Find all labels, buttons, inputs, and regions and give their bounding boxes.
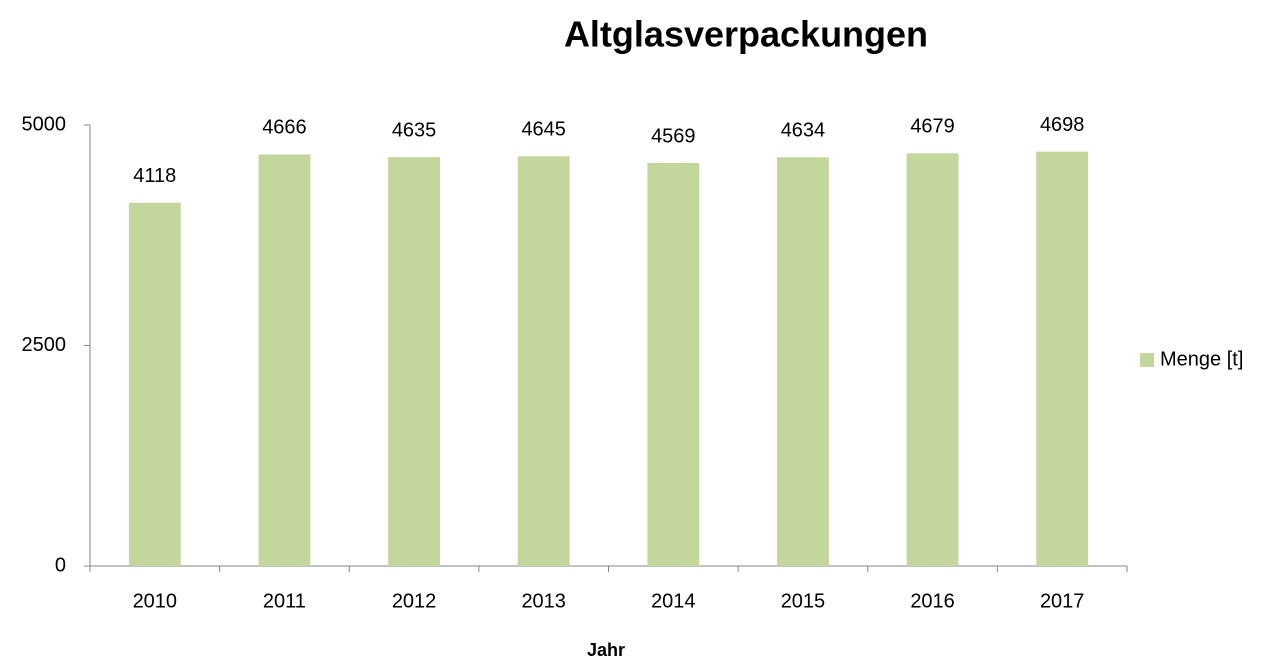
x-axis-title: Jahr <box>587 640 625 658</box>
bar <box>388 157 440 566</box>
data-label: 4666 <box>262 117 307 139</box>
bar <box>517 156 570 566</box>
y-tick-label: 5000 <box>22 113 67 135</box>
x-tick-label: 2015 <box>781 590 826 612</box>
x-tick-label: 2014 <box>651 590 696 612</box>
legend-label: Menge [t] <box>1160 348 1243 370</box>
data-label: 4645 <box>521 119 566 141</box>
bar <box>647 163 700 566</box>
bar <box>258 154 311 566</box>
x-tick-label: 2012 <box>392 590 437 612</box>
x-tick-label: 2013 <box>521 590 566 612</box>
x-tick-label: 2010 <box>133 590 178 612</box>
bar <box>777 157 829 567</box>
chart-title: Altglasverpackungen <box>564 14 928 55</box>
data-label: 4679 <box>910 116 955 138</box>
bar <box>1036 151 1089 566</box>
data-label: 4634 <box>781 120 826 142</box>
legend-swatch <box>1140 353 1154 367</box>
data-label: 4698 <box>1040 114 1085 136</box>
x-tick-label: 2017 <box>1040 590 1085 612</box>
data-label: 4635 <box>392 119 437 141</box>
y-tick-label: 2500 <box>22 334 67 356</box>
x-tick-label: 2011 <box>263 590 306 612</box>
x-tick-label: 2016 <box>910 590 955 612</box>
bar <box>906 153 959 566</box>
bar <box>128 202 181 566</box>
data-label: 4569 <box>651 125 696 147</box>
y-tick-label: 0 <box>55 554 66 576</box>
data-label: 4118 <box>133 165 176 187</box>
